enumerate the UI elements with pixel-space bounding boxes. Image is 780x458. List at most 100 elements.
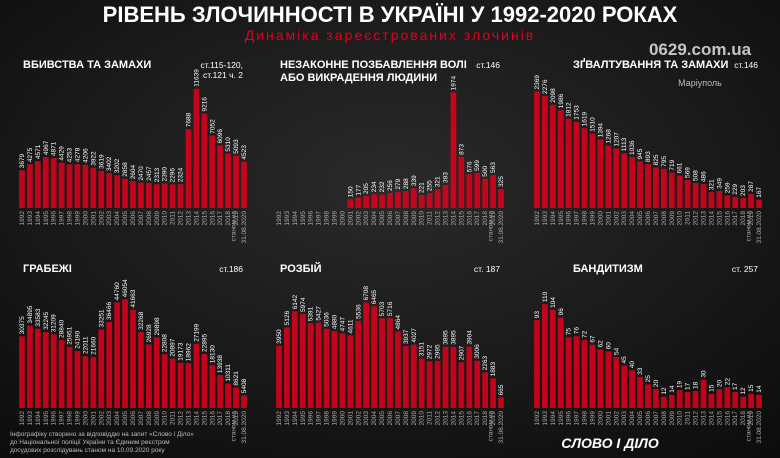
value-label: 13938 [217, 355, 224, 373]
value-label: 20 [716, 380, 723, 388]
x-tick-label: 31.08.2020 [756, 411, 763, 444]
value-label: 2313 [154, 167, 161, 182]
bar [542, 304, 548, 408]
x-tick-label: 2019 [233, 211, 240, 226]
bar [684, 180, 691, 208]
value-label: 3402 [106, 156, 113, 171]
value-label: 288 [403, 178, 410, 189]
x-tick-label: 1998 [67, 211, 74, 226]
bar [169, 184, 176, 208]
chart-title: НЕЗАКОННЕ ПОЗБАВЛЕННЯ ВОЛІ [280, 59, 467, 71]
x-tick-label: 1995 [43, 411, 50, 426]
x-tick-label: 31.08.2020 [241, 211, 248, 244]
x-tick-label: 2016 [209, 211, 216, 226]
bar [676, 390, 683, 408]
bar [629, 370, 635, 408]
value-label: 893 [645, 151, 652, 162]
value-label: 75 [566, 328, 573, 336]
x-tick-label: 2001 [90, 211, 97, 226]
value-label: 321 [708, 179, 715, 190]
value-label: 177 [355, 184, 362, 195]
x-tick-label: 2007 [395, 411, 402, 426]
value-label: 2276 [542, 79, 549, 94]
bar [668, 172, 675, 208]
value-label: 6142 [292, 295, 299, 310]
value-label: 5536 [355, 304, 362, 319]
bar [50, 158, 57, 208]
value-label: 72 [582, 330, 589, 338]
x-tick-label: 2009 [154, 211, 161, 226]
bar [490, 378, 496, 408]
x-tick-label: 2002 [613, 211, 620, 226]
x-tick-label: 2002 [613, 411, 620, 426]
bar [153, 337, 160, 408]
article-ref: ст.146 [476, 60, 500, 70]
value-label: 45 [621, 356, 628, 364]
x-tick-label: 2016 [724, 211, 731, 226]
bar [589, 133, 596, 208]
value-label: 4571 [35, 144, 42, 159]
article-ref: ст. 187 [474, 264, 500, 274]
value-label: 825 [653, 154, 660, 165]
value-label: 2470 [138, 166, 145, 181]
value-label: 1753 [574, 105, 581, 120]
value-label: 40 [629, 361, 636, 369]
x-tick-label: 2004 [629, 411, 636, 426]
value-label: 321 [435, 176, 442, 187]
bar [653, 167, 659, 208]
x-tick-label: 2011 [170, 211, 177, 225]
bar [565, 337, 572, 408]
x-tick-label: 2004 [629, 211, 636, 226]
x-tick-label: 2001 [347, 411, 354, 426]
x-tick-label: 2005 [379, 211, 386, 226]
x-tick-label: 2015 [458, 411, 465, 426]
x-tick-label: 2003 [621, 411, 628, 426]
x-tick-label: 2013 [186, 211, 193, 226]
bar [34, 328, 41, 408]
bar [58, 162, 65, 208]
bar [387, 193, 393, 208]
x-tick-label: 1995 [558, 211, 565, 226]
x-tick-label: 2017 [474, 411, 481, 426]
value-label: 3904 [466, 330, 473, 345]
value-label: 19 [677, 380, 684, 388]
bar [534, 91, 540, 208]
x-tick-label: 31.08.2020 [498, 211, 505, 244]
bar [161, 183, 168, 208]
value-label: 110 [542, 291, 549, 302]
x-tick-label: 1998 [582, 411, 589, 426]
value-label: 1510 [589, 117, 596, 132]
x-tick-label: 2018 [225, 411, 232, 426]
bar [114, 302, 120, 408]
bar [347, 199, 354, 208]
x-tick-label: 2011 [685, 211, 692, 225]
value-label: 232 [379, 181, 386, 192]
bar [363, 302, 370, 408]
x-tick-label: 2018 [740, 211, 747, 226]
bar [233, 155, 239, 208]
x-tick-label: 2002 [355, 211, 362, 226]
footer-note: Інфографіку створено за відповіддю на за… [10, 430, 194, 438]
x-tick-label: 1999 [74, 211, 81, 226]
value-label: 27199 [193, 323, 200, 341]
x-tick-label: 2010 [162, 411, 169, 426]
bar [740, 396, 747, 408]
x-tick-label: 2016 [466, 411, 473, 426]
bar [740, 198, 747, 208]
value-label: 76 [574, 327, 581, 335]
bar [379, 318, 385, 408]
x-tick-label: 2018 [225, 211, 232, 226]
x-tick-label: 2014 [193, 411, 200, 426]
value-label: 945 [637, 148, 644, 159]
bar [209, 135, 216, 208]
value-label: 1036 [629, 140, 636, 155]
value-label: 255 [427, 180, 434, 191]
value-label: 1268 [605, 129, 612, 144]
article-ref: ст.146 [734, 60, 758, 70]
x-tick-label: 2000 [597, 411, 604, 426]
x-tick-label: 1996 [566, 211, 573, 226]
x-tick-label: 2012 [693, 211, 700, 226]
subtitle: Динаміка зареєстрованих злочинів [245, 27, 536, 43]
value-label: 1207 [613, 132, 620, 147]
chart-title: РОЗБІЙ [280, 262, 322, 275]
